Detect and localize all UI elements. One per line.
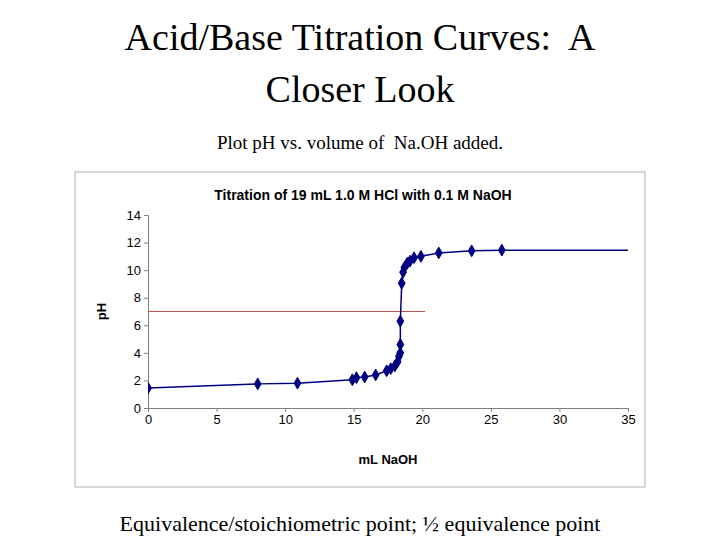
tick: 0 (145, 408, 152, 427)
tick-mark (144, 298, 148, 299)
tick: 30 (553, 408, 567, 427)
tick: 15 (347, 408, 361, 427)
data-point (148, 382, 151, 394)
tick-label: 0 (145, 412, 152, 427)
tick-label: 30 (553, 412, 567, 427)
tick: 6 (134, 318, 148, 333)
data-point (398, 277, 405, 289)
tick: 25 (484, 408, 498, 427)
tick-mark (144, 215, 148, 216)
tick-mark (144, 353, 148, 354)
tick: 12 (127, 235, 148, 250)
data-point (254, 378, 261, 390)
series-line (148, 250, 502, 388)
data-point (468, 245, 475, 257)
tick: 5 (213, 408, 220, 427)
tick-label: 35 (621, 412, 635, 427)
tick-mark (144, 270, 148, 271)
tick: 10 (278, 408, 292, 427)
tick-mark (144, 408, 148, 409)
data-point (411, 252, 418, 264)
tick: 0 (134, 401, 148, 416)
tick: 10 (127, 263, 148, 278)
tick-mark (144, 380, 148, 381)
tick-label: 0 (134, 401, 141, 416)
slide-caption: Equivalence/stoichiometric point; ½ equi… (120, 511, 601, 536)
tick: 35 (621, 408, 635, 427)
y-axis-title: pH (94, 303, 109, 320)
tick: 14 (127, 208, 148, 223)
data-point (353, 372, 360, 384)
data-point (397, 339, 404, 351)
tick: 2 (134, 373, 148, 388)
slide-subtitle: Plot pH vs. volume of Na.OH added. (217, 132, 503, 153)
tick-label: 15 (347, 412, 361, 427)
series-line (502, 249, 628, 251)
data-point (435, 247, 442, 259)
data-point (372, 369, 379, 381)
tick-mark (144, 243, 148, 244)
tick-label: 10 (127, 263, 141, 278)
data-point (397, 315, 404, 327)
tick-label: 10 (278, 412, 292, 427)
tick-label: 20 (416, 412, 430, 427)
tick: 8 (134, 290, 148, 305)
chart-frame (75, 172, 645, 487)
data-point (294, 377, 301, 389)
reference-line (148, 311, 425, 312)
slide: Acid/Base Titration Curves: A Closer Look… (0, 0, 720, 540)
tick-label: 8 (134, 290, 141, 305)
tick-label: 6 (134, 318, 141, 333)
tick-label: 25 (484, 412, 498, 427)
data-point (418, 250, 425, 262)
tick-label: 14 (127, 208, 141, 223)
plot-area (148, 244, 628, 394)
tick-label: 12 (127, 235, 141, 250)
chart-title: Titration of 19 mL 1.0 M HCl with 0.1 M … (214, 187, 511, 203)
slide-title: Closer Look (266, 68, 455, 110)
data-point (361, 371, 368, 383)
slide-title: Acid/Base Titration Curves: A (125, 16, 596, 58)
tick-label: 5 (213, 412, 220, 427)
tick-mark (144, 325, 148, 326)
x-axis-title: mL NaOH (359, 452, 418, 467)
tick-label: 4 (134, 346, 141, 361)
tick: 4 (134, 346, 148, 361)
tick-label: 2 (134, 373, 141, 388)
y-axis: 0 2 4 6 8 10 12 14 (127, 208, 149, 416)
axis-line (144, 216, 149, 409)
tick: 20 (416, 408, 430, 427)
x-axis: 0 5 10 15 20 25 30 35 (145, 408, 636, 427)
